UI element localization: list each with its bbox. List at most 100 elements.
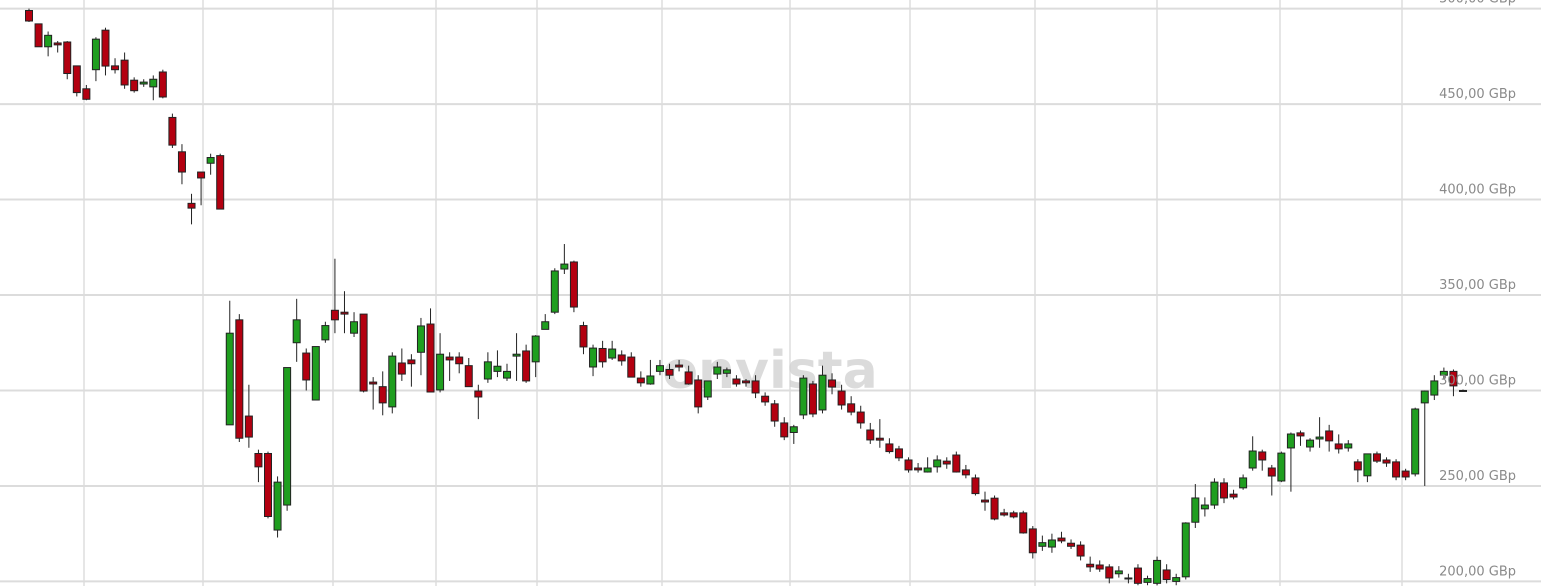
candle-body (894, 448, 903, 459)
candle-body (1210, 481, 1219, 506)
candle-body (1306, 439, 1315, 448)
candle-body (684, 371, 693, 385)
candle-body (91, 38, 100, 71)
candle-body (732, 378, 741, 385)
candle-body (330, 309, 339, 321)
y-tick-label: 400,00 GBp (1439, 183, 1516, 198)
candle-body (1334, 443, 1343, 450)
candle-body (1248, 450, 1257, 469)
candle-body (608, 348, 617, 359)
candle-body (120, 59, 129, 86)
candle-body (206, 157, 215, 164)
candle-body (34, 23, 43, 48)
candle-body (302, 352, 311, 381)
candle-body (1459, 389, 1467, 392)
candle-body (359, 313, 368, 392)
candle-body (799, 377, 808, 416)
candle-body (751, 380, 760, 394)
candle-body (914, 467, 923, 471)
candle-body (1401, 470, 1410, 478)
candle-body (1296, 432, 1305, 437)
candle-body (569, 261, 578, 308)
candle-body (101, 29, 110, 67)
candle-body (273, 481, 282, 531)
candle-body (321, 325, 330, 341)
candle-body (130, 79, 139, 92)
candle-body (1325, 430, 1334, 442)
candle-body (560, 263, 569, 270)
candle-body (531, 335, 540, 363)
candle-body (187, 202, 196, 209)
candle-body (1047, 539, 1056, 548)
candle-body (1133, 567, 1142, 584)
candle-body (350, 321, 359, 334)
candle-body (416, 325, 425, 353)
candle-body (990, 497, 999, 520)
candle-body (828, 379, 837, 388)
candle-body (63, 41, 72, 75)
candle-body (636, 377, 645, 384)
candle-body (961, 469, 970, 476)
candle-body (82, 88, 91, 100)
candles (25, 8, 1467, 586)
candle-body (789, 426, 798, 433)
candle-body (1353, 461, 1362, 471)
candle-body (1143, 578, 1152, 583)
candle-body (25, 10, 33, 22)
candle-body (483, 361, 492, 380)
candle-body (1028, 528, 1037, 554)
candle-body (474, 390, 483, 398)
candle-body (1239, 477, 1248, 489)
candle-body (426, 323, 435, 393)
candle-body (1181, 522, 1190, 578)
candle-body (503, 370, 511, 379)
candle-body (971, 477, 980, 495)
candle-body (981, 499, 989, 503)
candle-body (388, 355, 397, 408)
candle-body (522, 350, 531, 382)
candle-body (541, 321, 550, 330)
y-tick-label: 200,00 GBp (1439, 564, 1516, 579)
candle-body (264, 452, 272, 517)
candle-body (933, 459, 942, 468)
candle-body (1057, 537, 1066, 542)
candle-body (1172, 577, 1181, 582)
candle-body (1105, 566, 1114, 579)
candle-body (397, 362, 406, 375)
candle-body (72, 65, 81, 94)
y-tick-label: 250,00 GBp (1439, 469, 1516, 484)
candle-body (197, 171, 206, 179)
candle-body (369, 381, 378, 385)
candle-body (837, 390, 846, 406)
candle-body (1000, 512, 1009, 516)
candle-body (713, 366, 722, 375)
candle-body (1114, 570, 1123, 575)
candle-body (512, 353, 521, 357)
candle-body (722, 369, 731, 374)
candle-body (1124, 577, 1133, 580)
candle-body (311, 346, 320, 401)
candle-body (1076, 544, 1085, 557)
candle-body (44, 34, 53, 48)
candle-body (780, 422, 789, 438)
candle-body (1200, 504, 1209, 510)
candle-body (292, 319, 301, 344)
candle-body (904, 459, 913, 471)
candle-body (378, 386, 387, 404)
candle-body (235, 319, 244, 439)
candle-body (589, 347, 598, 368)
candle-body (942, 460, 951, 465)
candle-body (1277, 452, 1286, 482)
candle-body (1191, 497, 1200, 523)
candle-body (1009, 512, 1018, 518)
date-grid (83, 0, 1403, 586)
candle-body (617, 354, 626, 362)
candle-body (1229, 493, 1238, 498)
candle-body (1392, 461, 1401, 478)
candle-body (177, 151, 186, 173)
candle-body (1258, 451, 1267, 461)
candle-body (694, 379, 703, 408)
candle-body (493, 365, 502, 372)
candle-body (1420, 390, 1429, 404)
